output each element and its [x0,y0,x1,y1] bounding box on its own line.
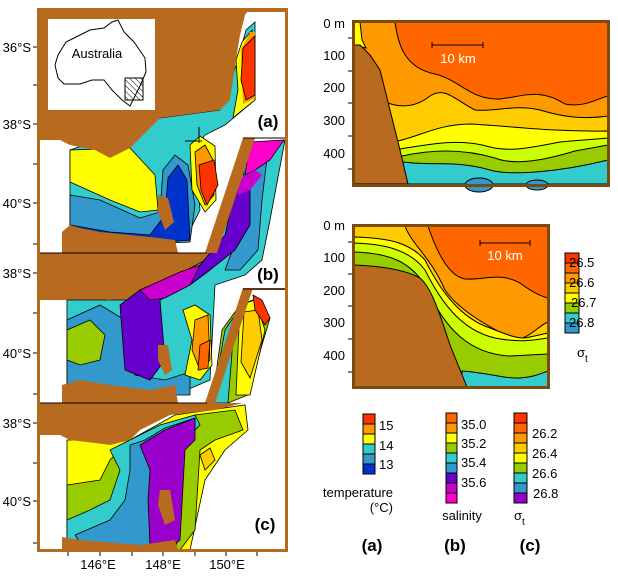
legend-sigma-t: 26.2 26.4 26.6 26.8 σt (c) [513,412,558,555]
legend-salinity: 35.0 35.2 35.4 35.6 salinity (b) [442,412,486,555]
lat-label: 40°S [3,346,32,361]
map-panel-a-temperature: Australia (a) [37,8,285,253]
depth-label: 200 [323,80,345,95]
scale-label: 10 km [440,51,475,66]
legend-label: 26.5 [569,255,594,270]
depth-label: 300 [323,113,345,128]
colorbar-swatch [513,432,528,444]
colorbar-swatch [564,322,580,334]
colorbar-swatch [513,462,528,474]
legend-title: salinity [442,508,482,523]
depth-label: 100 [323,250,345,265]
study-area-hatch [124,77,144,101]
depth-label: 300 [323,315,345,330]
section-bottom: 10 km 0 m 100 200 300 400 26.5 26.6 26.7… [323,218,596,389]
colorbar-swatch [513,452,528,464]
legend-title: temperature [323,485,393,500]
colorbar-swatch [445,482,458,494]
legend-label: 26.8 [569,315,594,330]
map-panel-c-sigma-t: (c) [37,288,288,552]
colorbar-swatch [362,413,376,425]
colorbar-swatch [445,422,458,434]
colorbar-swatch [445,412,458,424]
legend-label: 26.2 [532,426,557,441]
legend-label: 35.0 [461,417,486,432]
colorbar-swatch [362,433,376,445]
colorbar-swatch [362,423,376,435]
depth-label: 200 [323,283,345,298]
depth-label: 400 [323,146,345,161]
lon-label: 148°E [145,557,181,572]
colorbar-swatch [513,492,528,504]
lat-label: 38°S [3,117,32,132]
depth-label: 100 [323,48,345,63]
seafloor-bottom [353,264,468,388]
colorbar-swatch [445,472,458,484]
depth-label: 400 [323,348,345,363]
longitude-axis [67,552,258,556]
legend-label: 35.2 [461,436,486,451]
legend-label: 35.4 [461,455,486,470]
legend-panel-label: (b) [444,536,466,555]
latitude-axis [33,46,37,544]
legend-title: σt [577,345,588,365]
map-panel-b-salinity: (b) [37,137,288,403]
colorbar-swatch [513,412,528,424]
colorbar-swatch [513,472,528,484]
legend-label: 14 [379,438,393,453]
legend-panel-label: (c) [520,536,541,555]
lat-label: 36°S [3,40,32,55]
colorbar-swatch [445,442,458,454]
colorbar-swatch [445,432,458,444]
legend-label: 26.4 [532,446,557,461]
legend-label: 26.6 [569,275,594,290]
legend-title: σt [514,508,525,528]
legend-label: 26.6 [532,466,557,481]
colorbar-swatch [445,492,458,504]
legend-label: 26.7 [571,295,596,310]
panel-label-c: (c) [255,515,276,534]
map-frame [37,8,288,552]
panel-label-a: (a) [258,112,279,131]
colorbar-swatch [362,443,376,455]
lat-label: 38°S [3,416,32,431]
depth-label: 0 m [323,218,345,233]
lat-label: 40°S [3,196,32,211]
lon-label: 150°E [209,557,245,572]
colorbar-swatch [513,422,528,434]
lat-label: 38°S [3,266,32,281]
colorbar-swatch [362,453,376,465]
scale-label: 10 km [487,248,522,263]
depth-label: 0 m [323,16,345,31]
lon-label: 146°E [80,557,116,572]
panel-label-b: (b) [257,265,279,284]
legend-units: (°C) [370,500,393,515]
legend-label: 15 [379,418,393,433]
colorbar-swatch [445,452,458,464]
section-sigma-t-colorbar [564,252,580,334]
legend-temperature: 15 14 13 temperature (°C) (a) [323,413,393,555]
legend-label: 35.6 [461,475,486,490]
colorbar-swatch [445,462,458,474]
section-top: 10 km 0 m 100 200 300 400 [323,16,610,193]
colorbar-swatch [513,442,528,454]
legend-label: 26.8 [533,486,558,501]
lat-label: 40°S [3,494,32,509]
legend-label: 13 [379,457,393,472]
colorbar-swatch [513,482,528,494]
inset-label: Australia [72,46,123,61]
colorbar-swatch [362,463,376,475]
map: Australia (a) (b) [3,8,288,572]
legend-panel-label: (a) [362,536,383,555]
